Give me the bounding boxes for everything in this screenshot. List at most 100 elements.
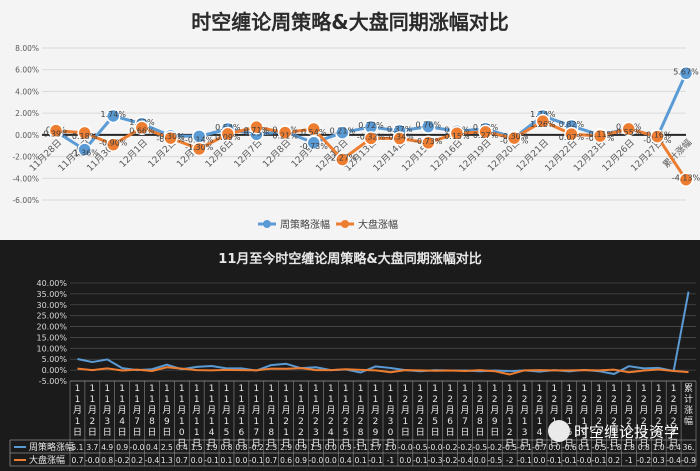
category-header-char: 9 <box>373 428 379 438</box>
category-header-char: 1 <box>328 395 334 405</box>
category-header-char: 0 <box>388 428 394 438</box>
category-header-char: 6 <box>239 428 245 438</box>
table-cell: -0.1 <box>592 456 607 465</box>
data-label: 0.71% <box>244 126 270 135</box>
category-header-char: 1 <box>194 395 200 405</box>
category-header-char: 8 <box>358 428 364 438</box>
table-cell: -0.1 <box>562 456 577 465</box>
table-cell: 2.3 <box>265 443 277 452</box>
category-header-char: 1 <box>611 428 617 438</box>
data-point <box>48 123 64 138</box>
category-header-char: 1 <box>268 384 274 394</box>
category-header-char: 1 <box>179 395 185 405</box>
category-header-char: 日 <box>595 438 604 449</box>
category-header-char: 1 <box>671 384 677 394</box>
data-point <box>249 119 264 135</box>
category-header-char: 1 <box>313 395 319 405</box>
category-header-char: 1 <box>522 417 528 427</box>
category-header-char: 2 <box>611 395 617 405</box>
table-cell: -0.1 <box>368 456 383 465</box>
category-header-char: 日 <box>88 427 97 438</box>
table-cell: -0.3 <box>428 456 443 465</box>
table-cell: 0.9 <box>295 443 307 452</box>
table-cell: 0.9 <box>295 456 307 465</box>
data-point <box>134 120 150 135</box>
data-label: 0.76% <box>416 121 442 130</box>
table-cell: 0.8 <box>235 443 247 452</box>
table-cell: -0.5 <box>592 443 607 452</box>
category-header-char: 1 <box>596 384 602 394</box>
y-tick-label: 10.00% <box>36 344 67 353</box>
category-header-char: 涨 <box>684 405 693 416</box>
y-tick-label: 4.00% <box>15 87 39 96</box>
category-header-char: 1 <box>89 395 95 405</box>
category-header-char: 日 <box>610 438 619 449</box>
table-cell: -0.0 <box>130 443 145 452</box>
category-header-char: 1 <box>75 395 81 405</box>
table-cell: -0.2 <box>443 443 458 452</box>
data-point <box>191 141 207 157</box>
data-point <box>535 113 551 129</box>
data-point <box>678 66 694 81</box>
category-header-char: 3 <box>104 417 110 427</box>
category-header-char: 2 <box>343 417 349 427</box>
category-header-char: 月 <box>475 405 484 416</box>
category-header-char: 7 <box>462 417 468 427</box>
table-cell: -0.2 <box>443 456 458 465</box>
data-point <box>678 172 694 187</box>
category-header-char: 2 <box>283 417 289 427</box>
watermark: 时空缠论投资学 <box>548 418 698 444</box>
category-header-char: 1 <box>432 384 438 394</box>
category-header-char: 1 <box>194 384 200 394</box>
data-label: 0.15% <box>444 132 470 141</box>
legend-marker <box>341 220 349 228</box>
category-header-char: 日 <box>356 438 365 449</box>
category-header-char: 月 <box>669 405 678 416</box>
category-header-char: 0 <box>596 428 602 438</box>
category-header-char: 日 <box>103 427 112 438</box>
category-header-char: 0 <box>179 428 185 438</box>
category-header-char: 1 <box>417 384 423 394</box>
category-header-char: 日 <box>669 438 678 449</box>
table-cell: 2.9 <box>280 443 292 452</box>
category-header-char: 1 <box>209 384 215 394</box>
category-header-char: 1 <box>373 395 379 405</box>
category-header-char: 日 <box>311 438 320 449</box>
category-header-char: 9 <box>581 428 587 438</box>
table-cell: 1.5 <box>191 443 203 452</box>
table-cell: 0.0 <box>548 443 560 452</box>
category-header-char: 1 <box>283 428 289 438</box>
data-label: 0.54% <box>301 128 327 137</box>
category-header-char: 日 <box>401 427 410 438</box>
category-header-char: 1 <box>179 384 185 394</box>
table-cell: 0.7 <box>265 456 277 465</box>
category-header-char: 8 <box>268 428 274 438</box>
table-cell: 36. <box>683 443 695 452</box>
category-header-char: 1 <box>343 395 349 405</box>
category-header-char: 月 <box>371 405 380 416</box>
category-header-char: 3 <box>388 417 394 427</box>
category-header-char: 月 <box>237 405 246 416</box>
category-header-char: 1 <box>462 384 468 394</box>
data-point <box>592 128 608 144</box>
data-point <box>106 108 121 124</box>
category-header-char: 月 <box>535 405 544 416</box>
table-cell: 1.7 <box>370 443 382 452</box>
category-header-char: 月 <box>520 405 529 416</box>
watermark-text: 时空缠论投资学 <box>574 423 680 441</box>
category-header-char: 日 <box>162 427 171 438</box>
data-label: -0.16% <box>643 131 672 140</box>
table-cell: -0.5 <box>413 443 428 452</box>
category-header-char: 2 <box>313 417 319 427</box>
data-point <box>506 130 522 146</box>
category-header-char: 日 <box>341 438 350 449</box>
category-header-char: 1 <box>268 417 274 427</box>
table-cell: 0.4 <box>176 443 188 452</box>
category-header-char: 1 <box>224 384 230 394</box>
category-header-char: 日 <box>207 438 216 449</box>
data-label: -0.14% <box>185 135 214 144</box>
category-header-char: 1 <box>179 417 185 427</box>
y-tick-label: 5.00% <box>42 355 68 364</box>
data-point <box>478 124 493 140</box>
table-cell: 1.0 <box>384 443 396 452</box>
